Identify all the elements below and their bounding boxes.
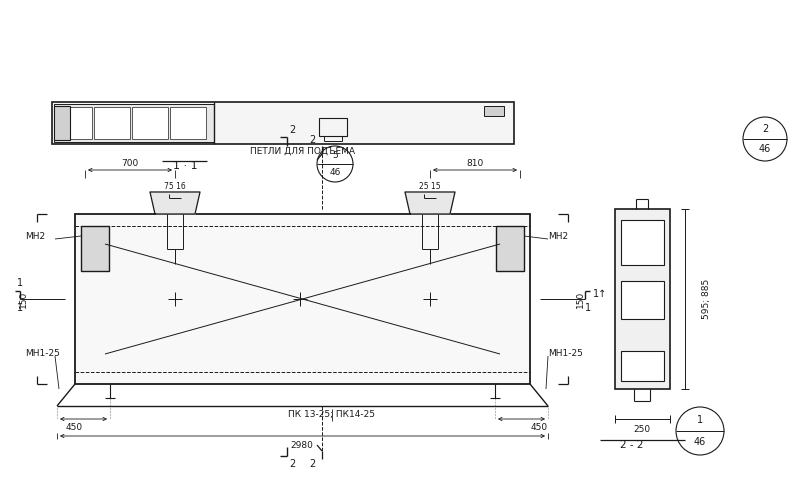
- Text: 46: 46: [330, 168, 341, 177]
- Bar: [54, 104, 214, 142]
- Bar: [52, 102, 514, 144]
- Text: 25 15: 25 15: [419, 182, 441, 191]
- Text: МН1-25: МН1-25: [25, 349, 60, 358]
- Text: 250: 250: [634, 425, 650, 434]
- Bar: [615, 209, 670, 389]
- Bar: [621, 281, 664, 319]
- Text: 75 16: 75 16: [164, 182, 186, 191]
- Bar: [75, 214, 530, 384]
- Bar: [170, 107, 206, 139]
- Bar: [54, 106, 70, 140]
- Text: 700: 700: [122, 159, 139, 168]
- Text: 150: 150: [19, 290, 27, 307]
- Text: 810: 810: [467, 159, 484, 168]
- Bar: [94, 107, 130, 139]
- Text: 5: 5: [332, 151, 338, 160]
- Text: 450: 450: [530, 423, 547, 432]
- Text: 1: 1: [585, 303, 591, 313]
- Text: 1↑: 1↑: [593, 289, 607, 299]
- Text: 2 - 2: 2 - 2: [621, 440, 644, 450]
- Bar: [621, 351, 664, 381]
- Text: 450: 450: [65, 423, 82, 432]
- Text: 595; 885: 595; 885: [703, 279, 712, 319]
- Text: 2: 2: [762, 124, 768, 134]
- Bar: [496, 226, 524, 271]
- Bar: [132, 107, 168, 139]
- Text: МН1-25: МН1-25: [548, 349, 583, 358]
- Polygon shape: [150, 192, 200, 214]
- Bar: [319, 118, 347, 136]
- Text: МН2: МН2: [25, 232, 45, 241]
- Text: 1 · 1: 1 · 1: [172, 161, 197, 171]
- Text: 150: 150: [575, 290, 584, 307]
- Bar: [621, 220, 664, 265]
- Text: 2: 2: [309, 135, 315, 145]
- Polygon shape: [405, 192, 455, 214]
- Text: 2: 2: [289, 459, 295, 469]
- Text: 1: 1: [17, 278, 23, 288]
- Text: 1: 1: [17, 303, 23, 313]
- Text: 46: 46: [759, 144, 771, 154]
- Text: 2: 2: [309, 459, 315, 469]
- Bar: [484, 106, 504, 116]
- Text: 46: 46: [694, 437, 706, 447]
- Text: ПК 13-25; ПК14-25: ПК 13-25; ПК14-25: [289, 410, 376, 419]
- Bar: [81, 226, 109, 271]
- Text: 1: 1: [697, 415, 703, 425]
- Text: 2: 2: [289, 125, 295, 135]
- Text: 2980: 2980: [290, 441, 314, 450]
- Bar: [56, 107, 92, 139]
- Text: МН2: МН2: [548, 232, 568, 241]
- Text: ПЕТЛИ ДЛЯ ПОДЪЁМА: ПЕТЛИ ДЛЯ ПОДЪЁМА: [250, 147, 355, 157]
